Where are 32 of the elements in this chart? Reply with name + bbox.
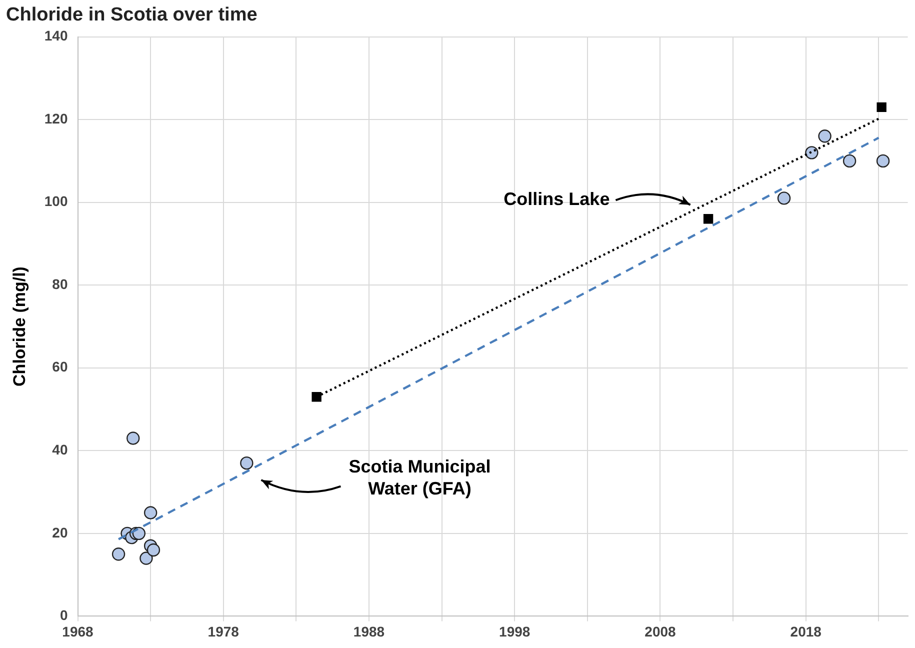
y-tick-label: 120 <box>44 110 68 126</box>
point <box>876 154 890 168</box>
y-tick-label: 80 <box>52 276 68 292</box>
y-axis-title: Chloride (mg/l) <box>10 266 29 386</box>
y-tick-label: 40 <box>52 442 68 458</box>
point <box>240 456 254 470</box>
x-tick-label: 1998 <box>499 623 530 640</box>
y-tick-label: 60 <box>52 358 68 375</box>
y-tick-label: 0 <box>60 607 68 624</box>
point <box>140 552 153 565</box>
point <box>132 526 146 540</box>
point <box>312 392 322 402</box>
x-tick-label: 2008 <box>644 623 676 640</box>
annotation: Collins Lake <box>504 189 610 210</box>
x-tick-label: 1978 <box>208 623 240 640</box>
annotation: Scotia Municipal Water (GFA) <box>348 456 491 498</box>
y-tick-label: 20 <box>52 524 68 540</box>
point <box>126 432 140 445</box>
point <box>144 506 158 520</box>
point <box>818 130 832 143</box>
x-tick-label: 1968 <box>62 623 94 640</box>
y-tick-label: 140 <box>44 28 68 44</box>
x-tick-label: 1988 <box>353 623 385 640</box>
point <box>876 102 886 112</box>
x-tick-label: 2018 <box>790 623 822 640</box>
point <box>112 548 126 561</box>
point <box>146 543 160 557</box>
point <box>703 214 714 224</box>
point <box>842 154 856 168</box>
point <box>777 192 791 205</box>
chart-title: Chloride in Scotia over time <box>6 4 258 26</box>
y-tick-label: 100 <box>44 193 68 210</box>
